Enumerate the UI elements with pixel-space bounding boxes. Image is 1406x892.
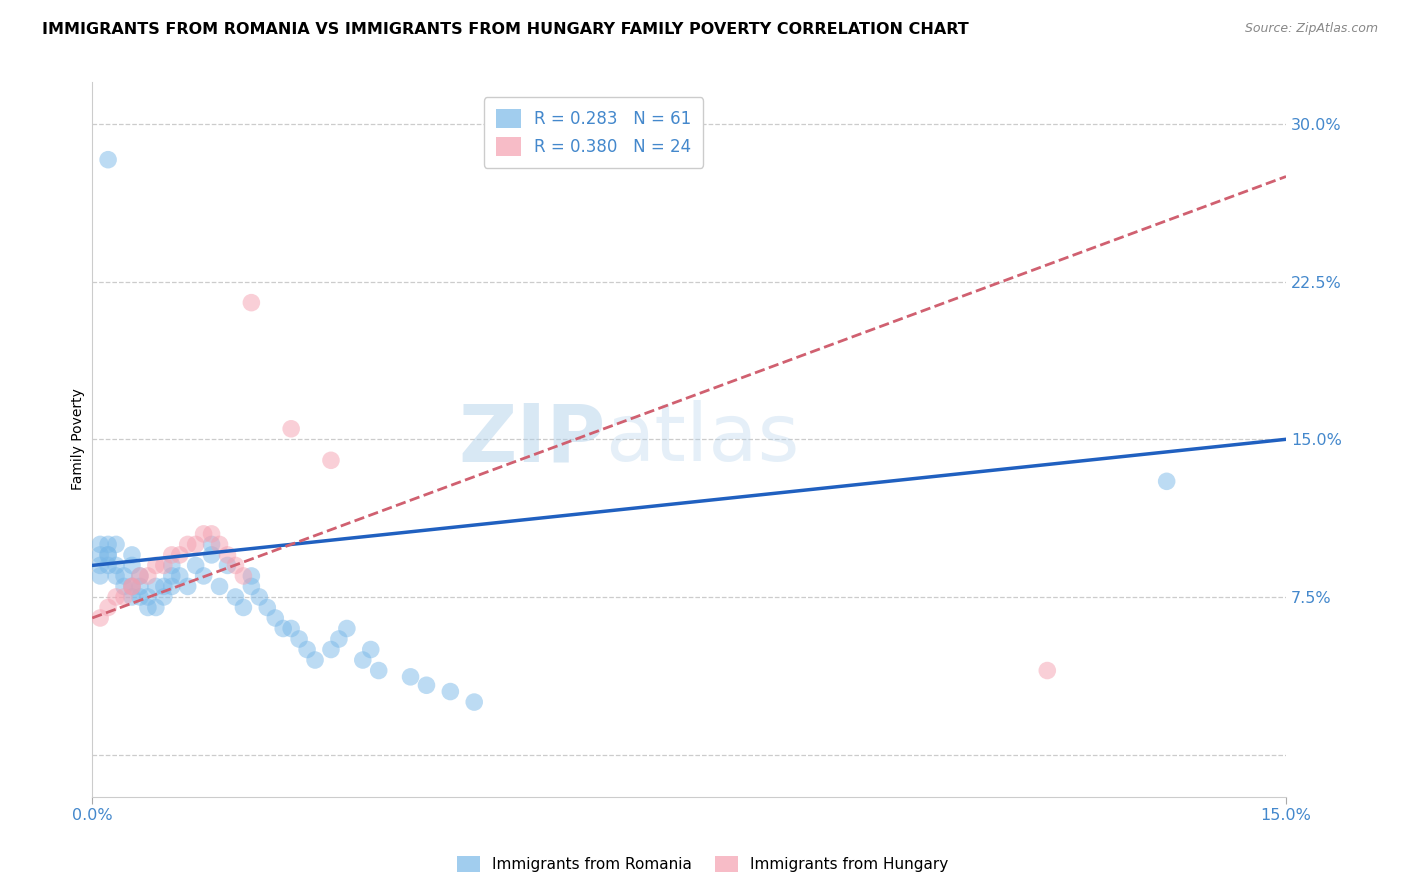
Point [121, 579, 143, 593]
Point [319, 642, 342, 657]
Point [176, 579, 198, 593]
Point [232, 569, 254, 583]
Point [1156, 475, 1178, 489]
Point [121, 579, 143, 593]
Point [136, 590, 159, 604]
Point [97, 558, 120, 573]
Point [352, 653, 374, 667]
Point [367, 664, 389, 678]
Point [184, 558, 207, 573]
Point [208, 579, 231, 593]
Point [247, 590, 270, 604]
Point [105, 537, 128, 551]
Point [160, 558, 183, 573]
Point [105, 590, 128, 604]
Point [136, 600, 159, 615]
Point [121, 590, 143, 604]
Point [89, 558, 111, 573]
Point [280, 422, 302, 436]
Point [97, 548, 120, 562]
Y-axis label: Family Poverty: Family Poverty [72, 388, 86, 491]
Point [288, 632, 311, 646]
Point [232, 600, 254, 615]
Point [89, 537, 111, 551]
Point [169, 569, 191, 583]
Point [129, 579, 152, 593]
Point [256, 600, 278, 615]
Text: Source: ZipAtlas.com: Source: ZipAtlas.com [1244, 22, 1378, 36]
Point [304, 653, 326, 667]
Point [360, 642, 382, 657]
Point [160, 579, 183, 593]
Point [1036, 664, 1059, 678]
Point [200, 548, 222, 562]
Text: atlas: atlas [606, 401, 800, 478]
Point [208, 537, 231, 551]
Point [280, 622, 302, 636]
Point [240, 579, 263, 593]
Point [240, 295, 263, 310]
Point [217, 548, 239, 562]
Point [224, 590, 246, 604]
Point [89, 548, 111, 562]
Point [200, 527, 222, 541]
Point [145, 579, 167, 593]
Point [136, 569, 159, 583]
Legend: R = 0.283   N = 61, R = 0.380   N = 24: R = 0.283 N = 61, R = 0.380 N = 24 [484, 97, 703, 168]
Point [193, 527, 215, 541]
Point [121, 548, 143, 562]
Point [97, 153, 120, 167]
Point [176, 537, 198, 551]
Point [121, 558, 143, 573]
Point [399, 670, 422, 684]
Point [153, 579, 176, 593]
Point [336, 622, 359, 636]
Legend: Immigrants from Romania, Immigrants from Hungary: Immigrants from Romania, Immigrants from… [450, 848, 956, 880]
Point [439, 684, 461, 698]
Point [89, 569, 111, 583]
Point [200, 537, 222, 551]
Point [97, 600, 120, 615]
Point [129, 569, 152, 583]
Point [121, 579, 143, 593]
Point [193, 569, 215, 583]
Point [184, 537, 207, 551]
Point [240, 569, 263, 583]
Point [169, 548, 191, 562]
Point [224, 558, 246, 573]
Point [271, 622, 294, 636]
Point [145, 558, 167, 573]
Point [153, 590, 176, 604]
Point [112, 590, 135, 604]
Point [112, 579, 135, 593]
Point [295, 642, 318, 657]
Point [112, 569, 135, 583]
Point [319, 453, 342, 467]
Point [89, 611, 111, 625]
Point [463, 695, 485, 709]
Point [328, 632, 350, 646]
Text: ZIP: ZIP [458, 401, 606, 478]
Point [160, 548, 183, 562]
Point [129, 569, 152, 583]
Text: IMMIGRANTS FROM ROMANIA VS IMMIGRANTS FROM HUNGARY FAMILY POVERTY CORRELATION CH: IMMIGRANTS FROM ROMANIA VS IMMIGRANTS FR… [42, 22, 969, 37]
Point [97, 537, 120, 551]
Point [415, 678, 437, 692]
Point [145, 600, 167, 615]
Point [105, 558, 128, 573]
Point [217, 558, 239, 573]
Point [264, 611, 287, 625]
Point [160, 569, 183, 583]
Point [153, 558, 176, 573]
Point [105, 569, 128, 583]
Point [129, 590, 152, 604]
Point [97, 548, 120, 562]
